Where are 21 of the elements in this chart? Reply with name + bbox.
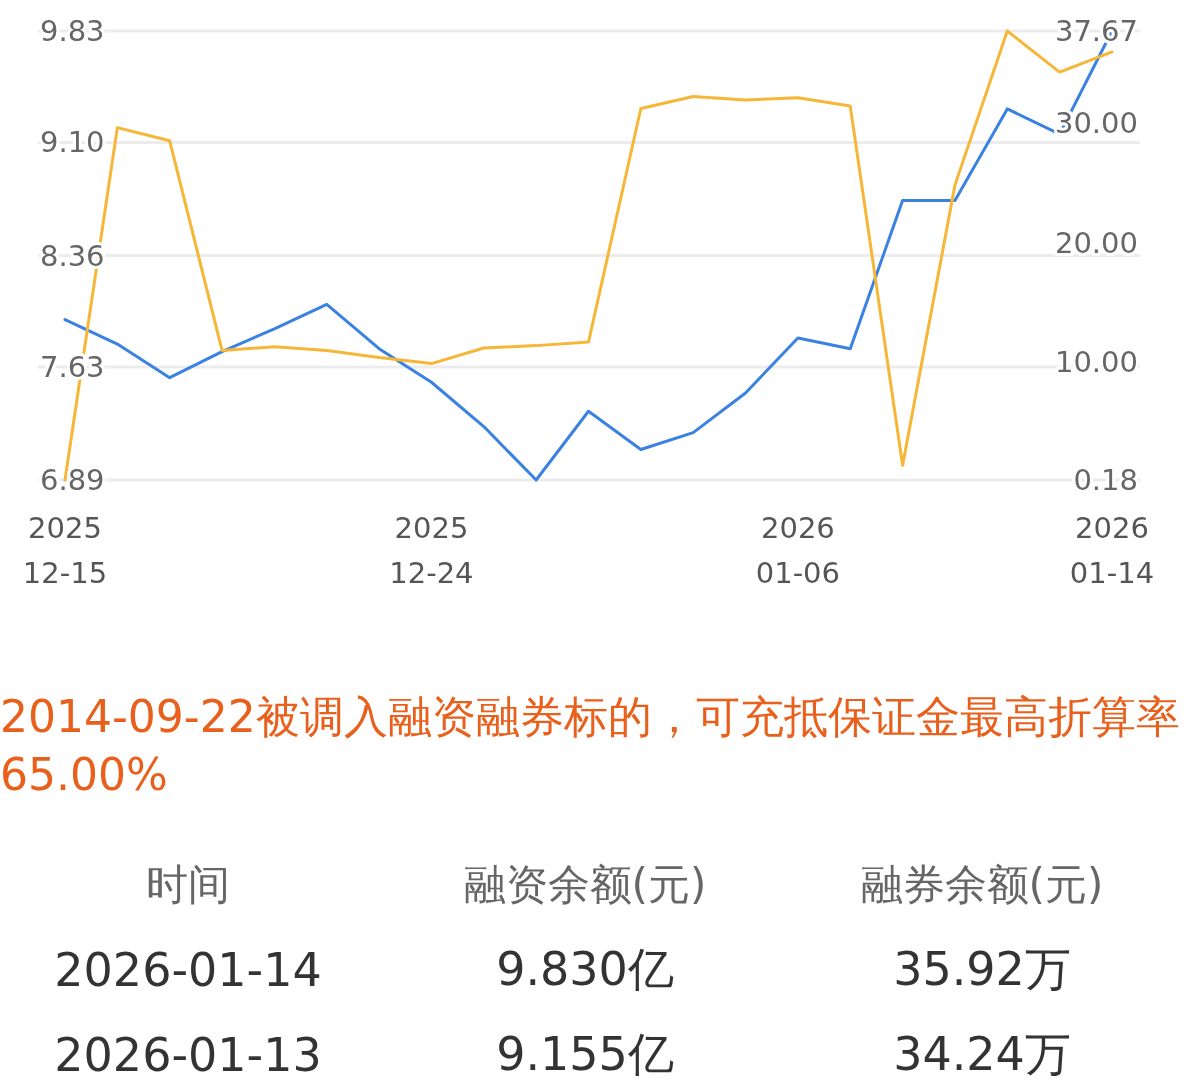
text: 9.155亿 <box>495 1026 675 1083</box>
y2-tick-label: 37.67 <box>1054 14 1138 48</box>
text: 9.830亿 <box>495 941 675 998</box>
text: 35.92万 <box>892 941 1072 998</box>
y-tick-label: 9.83 <box>40 14 105 48</box>
x-tick-label: 2026 01-14 <box>1069 511 1155 590</box>
y-tick-label: 6.89 <box>40 463 105 497</box>
y2-tick-label: 20.00 <box>1054 225 1138 260</box>
y-tick-label: 9.10 <box>40 125 105 160</box>
x-tick-label: 2026 01-06 <box>755 511 841 590</box>
text: 融券余额(元) <box>859 859 1105 911</box>
text: 2026-01-14 <box>53 943 323 997</box>
x-tick-label: 2025 12-24 <box>389 511 474 590</box>
text: 时间 <box>145 859 231 911</box>
x-tick-label: 2025 12-15 <box>22 511 108 590</box>
text: 2026-01-13 <box>53 1028 323 1082</box>
y2-tick-label: 0.18 <box>1073 463 1138 497</box>
text: 34.24万 <box>892 1026 1072 1083</box>
text: 融资余额(元) <box>462 859 708 911</box>
text: 2014-09-22被调入融资融券标的，可充抵保证金最高折算率65.00% <box>0 690 1180 802</box>
y2-tick-label: 10.00 <box>1054 345 1138 380</box>
